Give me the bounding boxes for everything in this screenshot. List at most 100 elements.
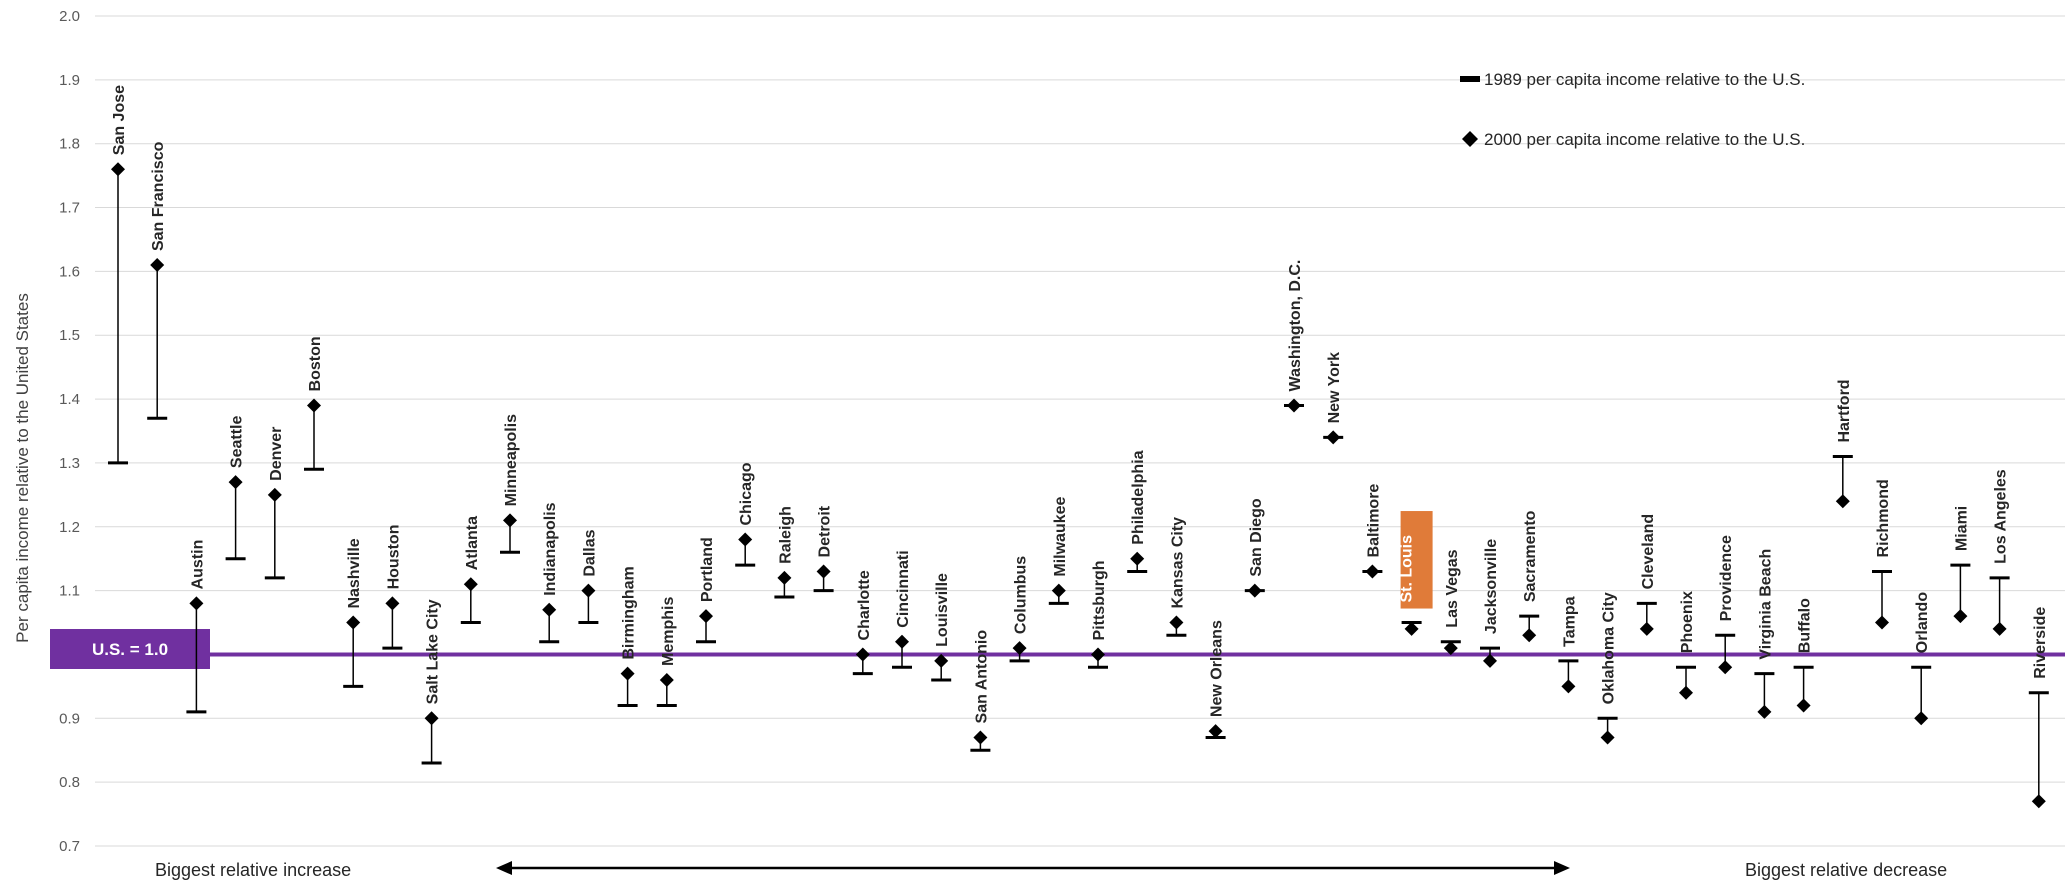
city-label: Los Angeles [1993, 469, 2010, 564]
city-label: Columbus [1013, 556, 1030, 634]
city-label: Cincinnati [895, 550, 912, 627]
city-label: Riverside [2032, 607, 2049, 679]
city-label: Jacksonville [1483, 539, 1500, 634]
marker-2000 [777, 570, 792, 585]
city-label: Philadelphia [1130, 450, 1147, 544]
city-label: Austin [189, 540, 206, 590]
city-label: Nashville [346, 538, 363, 608]
marker-2000 [346, 615, 361, 630]
legend-2000-label: 2000 per capita income relative to the U… [1484, 130, 1805, 149]
city-label: Las Vegas [1444, 549, 1461, 627]
city-label: San Jose [111, 85, 128, 155]
marker-2000 [620, 666, 635, 681]
city-labels: San Jose San Francisco Austin Seattle Denver… [111, 85, 2049, 724]
highlight-badge [1400, 511, 1433, 609]
city-label: Buffalo [1797, 598, 1814, 653]
marker-2000 [1287, 398, 1301, 413]
marker-2000 [1012, 641, 1027, 656]
marker-2000 [228, 475, 243, 490]
city-label: Denver [268, 427, 285, 481]
city-label: San Francisco [150, 141, 167, 251]
marker-2000 [1639, 621, 1654, 636]
marker-2000 [503, 513, 517, 528]
y-axis-ticks: 2.01.91.81.71.61.51.41.31.21.11.00.90.80… [59, 8, 80, 855]
y-tick-label: 0.8 [59, 774, 80, 791]
data-marks [108, 162, 2049, 809]
city-label: Kansas City [1169, 517, 1186, 609]
city-label: New York [1326, 352, 1343, 424]
marker-2000 [816, 564, 831, 579]
y-tick-label: 1.4 [59, 391, 80, 408]
marker-2000 [307, 398, 321, 413]
city-label: Seattle [229, 416, 246, 469]
city-label: Dallas [581, 529, 598, 576]
us-reference-badge [50, 629, 210, 669]
marker-2000 [150, 258, 165, 272]
marker-2000 [699, 609, 713, 624]
footer-double-arrow [496, 861, 1570, 875]
y-tick-label: 0.7 [59, 838, 80, 855]
city-label: New Orleans [1209, 620, 1226, 717]
legend-1989-label: 1989 per capita income relative to the U… [1484, 70, 1805, 89]
city-label: San Diego [1248, 498, 1265, 576]
marker-2000 [1130, 551, 1145, 566]
marker-2000 [2031, 794, 2046, 809]
marker-2000 [542, 602, 557, 617]
marker-2000 [581, 583, 596, 598]
city-label: Pittsburgh [1091, 560, 1108, 640]
marker-2000 [1561, 679, 1576, 694]
marker-2000 [895, 634, 909, 649]
marker-2000 [1051, 583, 1066, 598]
marker-2000 [1953, 609, 1968, 624]
marker-2000 [1169, 615, 1184, 630]
y-tick-label: 0.9 [59, 710, 80, 727]
legend-1989-swatch [1460, 76, 1480, 82]
city-label: Richmond [1875, 479, 1892, 557]
marker-2000 [1796, 698, 1811, 713]
y-tick-label: 1.2 [59, 519, 80, 536]
city-label: Phoenix [1679, 591, 1696, 653]
city-label: Louisville [934, 573, 951, 647]
marker-2000 [1091, 647, 1105, 662]
marker-2000 [738, 532, 753, 547]
marker-2000 [659, 673, 674, 687]
us-reference-label: U.S. = 1.0 [92, 640, 168, 659]
city-label: Milwaukee [1052, 496, 1069, 576]
marker-2000 [1992, 621, 2007, 636]
marker-2000 [1365, 564, 1380, 579]
city-label: Minneapolis [503, 414, 520, 507]
marker-2000 [189, 596, 204, 611]
city-label: Charlotte [856, 570, 873, 640]
footer-right-label: Biggest relative decrease [1745, 860, 1947, 880]
city-label: Boston [307, 336, 324, 391]
marker-2000 [973, 730, 988, 745]
y-tick-label: 1.7 [59, 200, 80, 217]
city-label: Atlanta [464, 516, 481, 570]
y-tick-label: 1.9 [59, 72, 80, 89]
city-label: Detroit [817, 505, 834, 557]
city-label: Miami [1953, 506, 1970, 551]
city-label: Tampa [1561, 596, 1578, 646]
legend-2000-swatch [1462, 131, 1478, 147]
city-label: Baltimore [1365, 484, 1382, 558]
city-label: Indianapolis [542, 502, 559, 595]
city-label: St. Louis [1399, 535, 1416, 603]
y-tick-label: 1.6 [59, 263, 80, 280]
city-label: Washington, D.C. [1287, 260, 1304, 392]
city-label: Birmingham [621, 566, 638, 659]
marker-2000 [1914, 711, 1929, 726]
y-axis-label: Per capita income relative to the United… [13, 293, 32, 643]
marker-2000 [385, 596, 400, 611]
footer-left-label: Biggest relative increase [155, 860, 351, 880]
marker-2000 [1835, 494, 1850, 509]
marker-2000 [424, 711, 439, 726]
legend: 1989 per capita income relative to the U… [1460, 70, 1805, 149]
marker-2000 [1718, 660, 1733, 675]
city-label: Orlando [1914, 592, 1931, 654]
city-label: Sacramento [1522, 510, 1539, 602]
marker-2000 [1247, 583, 1262, 598]
y-tick-label: 2.0 [59, 8, 80, 25]
city-label: Oklahoma City [1601, 592, 1618, 704]
city-label: Cleveland [1640, 514, 1657, 590]
